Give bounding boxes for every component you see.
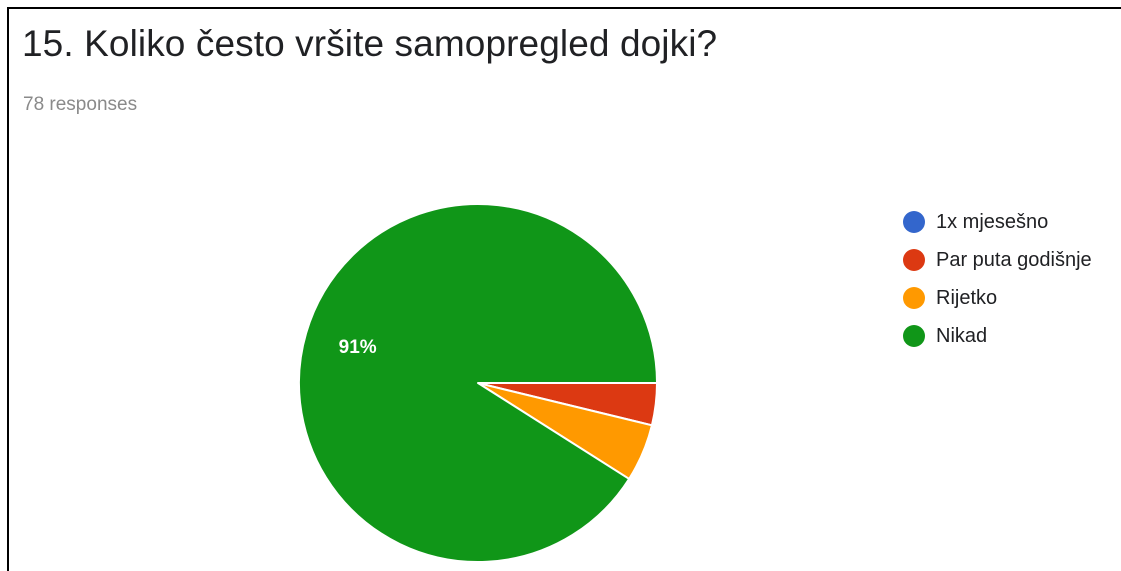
pie-chart: 91% <box>298 203 658 563</box>
data-label-nikad: 91% <box>339 337 377 358</box>
chart-title: 15. Koliko često vršite samopregled dojk… <box>22 23 718 64</box>
responses-count: 78 responses <box>23 94 138 115</box>
legend-item-rijetko[interactable]: Rijetko <box>903 279 1092 317</box>
legend-swatch <box>903 211 925 233</box>
legend-swatch <box>903 287 925 309</box>
legend-label: Nikad <box>936 324 988 347</box>
legend-swatch <box>903 325 925 347</box>
legend-item-par-puta-godisnje[interactable]: Par puta godišnje <box>903 241 1092 279</box>
legend-label: Rijetko <box>936 286 998 309</box>
pie-slice-nikad[interactable] <box>298 203 658 563</box>
legend-label: Par puta godišnje <box>936 248 1092 271</box>
legend-label: 1x mjesešno <box>936 210 1049 233</box>
legend-item-1x-mjesesno[interactable]: 1x mjesešno <box>903 203 1092 241</box>
legend-item-nikad[interactable]: Nikad <box>903 317 1092 355</box>
chart-card: 15. Koliko često vršite samopregled dojk… <box>7 7 1121 571</box>
chart-legend: 1x mjesešno Par puta godišnje Rijetko Nikad <box>903 203 1092 355</box>
legend-swatch <box>903 249 925 271</box>
